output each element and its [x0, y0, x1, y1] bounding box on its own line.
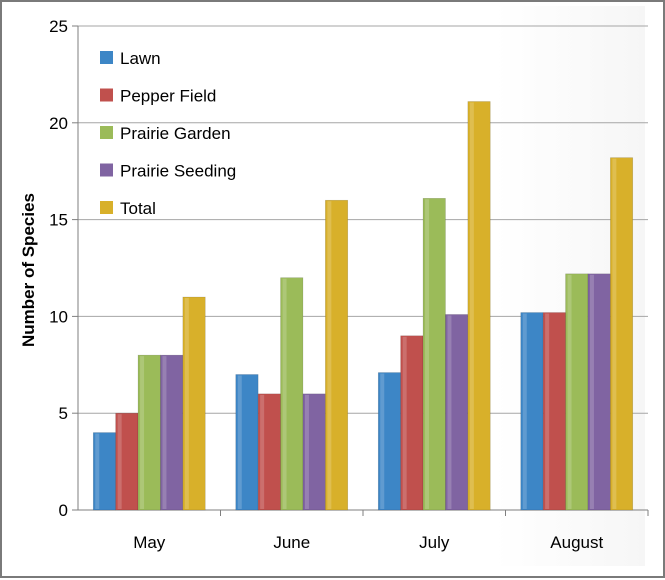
- y-tick-label: 25: [49, 17, 68, 36]
- legend: Lawn Pepper Field Prairie Garden Prairie Se…: [100, 49, 236, 218]
- y-tick-label: 15: [49, 211, 68, 230]
- bar-highlight: [612, 158, 617, 509]
- bar-highlight: [117, 414, 122, 509]
- bar-highlight: [589, 274, 594, 509]
- bar-highlight: [260, 394, 265, 509]
- legend-label: Prairie Garden: [120, 124, 231, 143]
- bar-highlight: [327, 201, 332, 510]
- bar-prairie-garden-july: [422, 198, 446, 511]
- bar-highlight: [402, 336, 407, 509]
- x-tick-labels: May June July August: [133, 533, 603, 552]
- bar-highlight: [304, 394, 309, 509]
- bar-total-june: [325, 199, 349, 511]
- bar-highlight: [567, 274, 572, 509]
- bars: [92, 101, 634, 511]
- y-tick-labels: 0 5 10 15 20 25: [49, 17, 68, 520]
- bar-prairie-garden-june: [280, 277, 304, 511]
- bar-highlight: [380, 373, 385, 509]
- legend-swatch-prairie-garden: [100, 126, 113, 139]
- bar-total-august: [610, 157, 634, 511]
- bar-highlight: [140, 356, 145, 509]
- bar-total-july: [467, 101, 491, 511]
- bar-highlight: [447, 315, 452, 509]
- bar-highlight: [162, 356, 167, 509]
- bar-total-may: [182, 296, 206, 511]
- y-axis-label: Number of Species: [19, 193, 38, 347]
- x-tick-label: June: [273, 533, 310, 552]
- bar-prairie-seeding-may: [160, 354, 184, 511]
- bar-highlight: [95, 433, 100, 509]
- bar-highlight: [184, 298, 189, 509]
- legend-swatch-lawn: [100, 51, 113, 64]
- legend-swatch-pepper-field: [100, 88, 113, 102]
- y-tick-label: 5: [59, 404, 68, 423]
- legend-swatch-prairie-seeding: [100, 163, 113, 177]
- bar-highlight: [282, 278, 287, 509]
- bar-highlight: [545, 313, 550, 509]
- bar-highlight: [469, 102, 474, 509]
- x-tick-label: August: [550, 533, 603, 552]
- legend-label: Total: [120, 199, 156, 218]
- x-tick-label: July: [419, 533, 450, 552]
- bar-highlight: [522, 313, 527, 509]
- bar-highlight: [425, 199, 430, 509]
- y-tick-label: 0: [59, 501, 68, 520]
- y-tick-label: 10: [49, 307, 68, 326]
- legend-label: Pepper Field: [120, 87, 216, 106]
- legend-swatch-total: [100, 201, 113, 214]
- bar-highlight: [237, 375, 242, 509]
- legend-label: Prairie Seeding: [120, 162, 236, 181]
- legend-label: Lawn: [120, 49, 161, 68]
- x-tick-label: May: [133, 533, 166, 552]
- y-tick-label: 20: [49, 114, 68, 133]
